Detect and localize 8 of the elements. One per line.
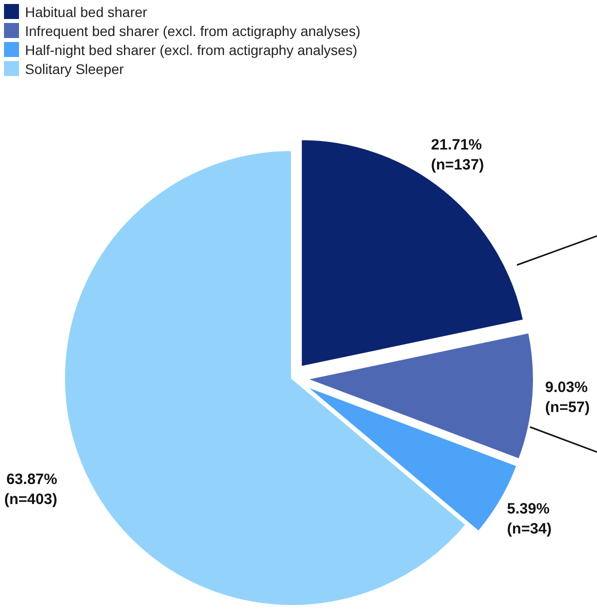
data-label: 9.03% (n=57): [545, 378, 590, 416]
data-label: 5.39% (n=34): [507, 500, 552, 538]
legend-label: Half-night bed sharer (excl. from actigraphy analyses): [25, 42, 358, 58]
legend-label: Solitary Sleeper: [25, 61, 124, 77]
data-label: 21.71% (n=137): [431, 136, 484, 174]
legend-label: Infrequent bed sharer (excl. from actigraphy analyses): [25, 23, 360, 39]
legend-label: Habitual bed sharer: [25, 4, 148, 20]
data-label: 63.87% (n=403): [4, 470, 58, 508]
